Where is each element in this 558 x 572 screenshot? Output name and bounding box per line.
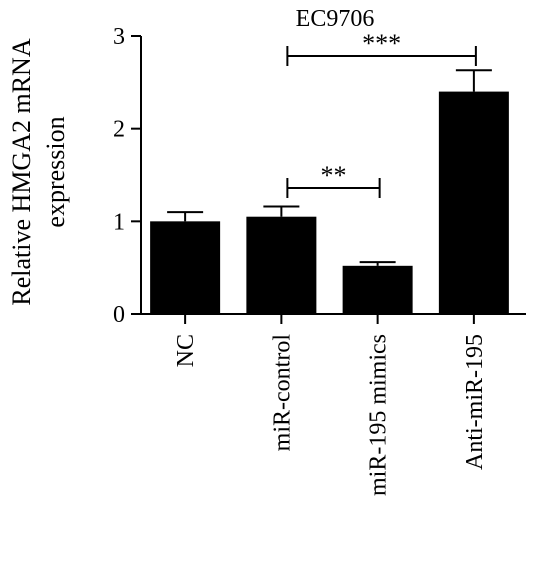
y-ticks: 0 1 2 3 — [113, 24, 141, 328]
significance-label: ** — [321, 161, 347, 190]
x-tick-label: NC — [173, 334, 199, 367]
error-bars — [167, 69, 492, 266]
bars — [150, 91, 509, 314]
significance-brackets: ***** — [286, 29, 477, 198]
y-tick-label: 3 — [113, 24, 125, 50]
y-axis-label-line-2: expression — [41, 116, 70, 227]
x-tick-label: miR-control — [269, 334, 295, 452]
bar-mir-control — [246, 216, 317, 314]
x-ticks: NC miR-control miR-195 mimics Anti-miR-195 — [173, 314, 488, 496]
x-tick-label: miR-195 mimics — [366, 334, 392, 496]
x-tick-label: Anti-miR-195 — [462, 334, 488, 470]
y-axis-label: Relative HMGA2 mRNA expression — [7, 38, 70, 305]
y-tick-label: 2 — [113, 117, 125, 143]
significance-label: *** — [362, 29, 401, 58]
chart-title: EC9706 — [296, 6, 375, 32]
y-axis-label-line-1: Relative HMGA2 mRNA — [7, 38, 36, 305]
bar-nc — [150, 221, 221, 314]
y-tick-label: 1 — [113, 209, 125, 235]
bar-anti-mir-195 — [438, 91, 509, 314]
bar-mir-195-mimics — [342, 265, 413, 314]
y-tick-label: 0 — [113, 302, 125, 328]
